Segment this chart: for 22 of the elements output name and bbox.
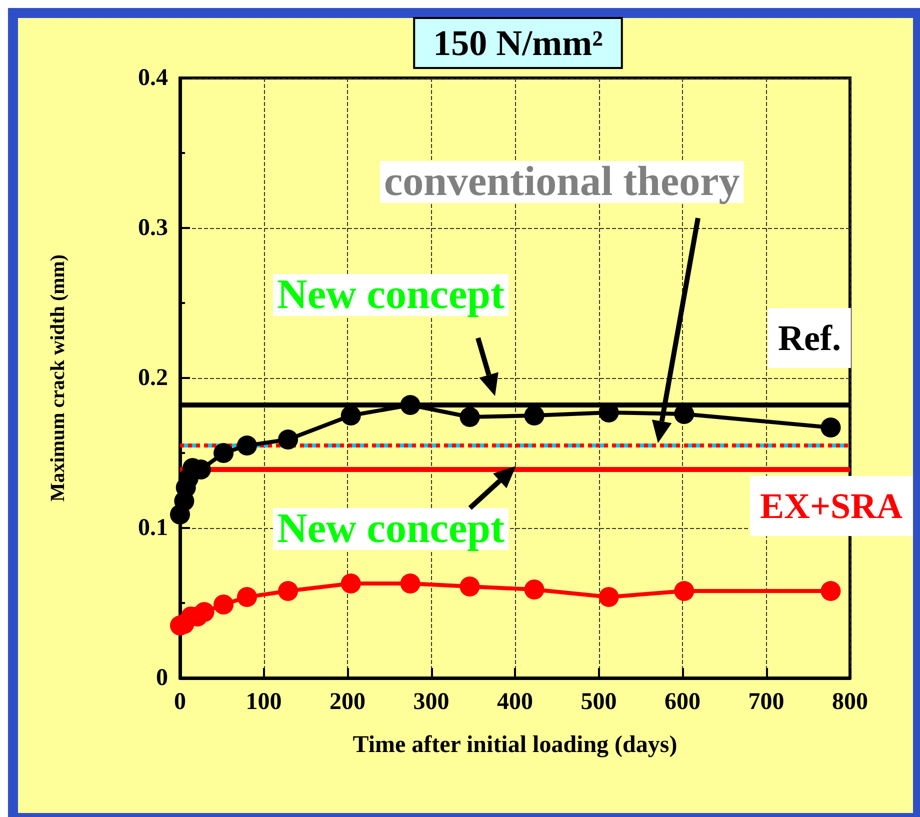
series-label: EX+SRA (760, 486, 903, 526)
y-tick-label: 0.4 (138, 65, 168, 91)
annotation: New concept (277, 506, 504, 552)
x-tick-label: 0 (174, 689, 186, 715)
x-tick-label: 300 (413, 689, 450, 715)
x-tick-label: 200 (330, 689, 366, 715)
x-tick-label: 800 (832, 689, 868, 715)
x-tick-label: 500 (580, 689, 617, 715)
x-axis-title: Time after initial loading (days) (352, 732, 678, 758)
x-tick-label: 700 (748, 689, 784, 715)
annotation: conventional theory (384, 159, 740, 205)
x-tick-label: 400 (497, 689, 533, 715)
x-tick-label: 600 (664, 689, 700, 715)
y-tick-label: 0.3 (138, 215, 168, 241)
x-tick-label: 100 (246, 689, 282, 715)
y-tick-label: 0.2 (138, 365, 168, 391)
chart-title: 150 N/mm² (433, 23, 603, 63)
annotation: New concept (277, 272, 504, 318)
y-axis-title: Maximum crack width (mm) (47, 254, 69, 502)
y-tick-label: 0.1 (138, 515, 168, 541)
series-label: Ref. (778, 318, 841, 358)
y-tick-label: 0 (156, 665, 168, 691)
